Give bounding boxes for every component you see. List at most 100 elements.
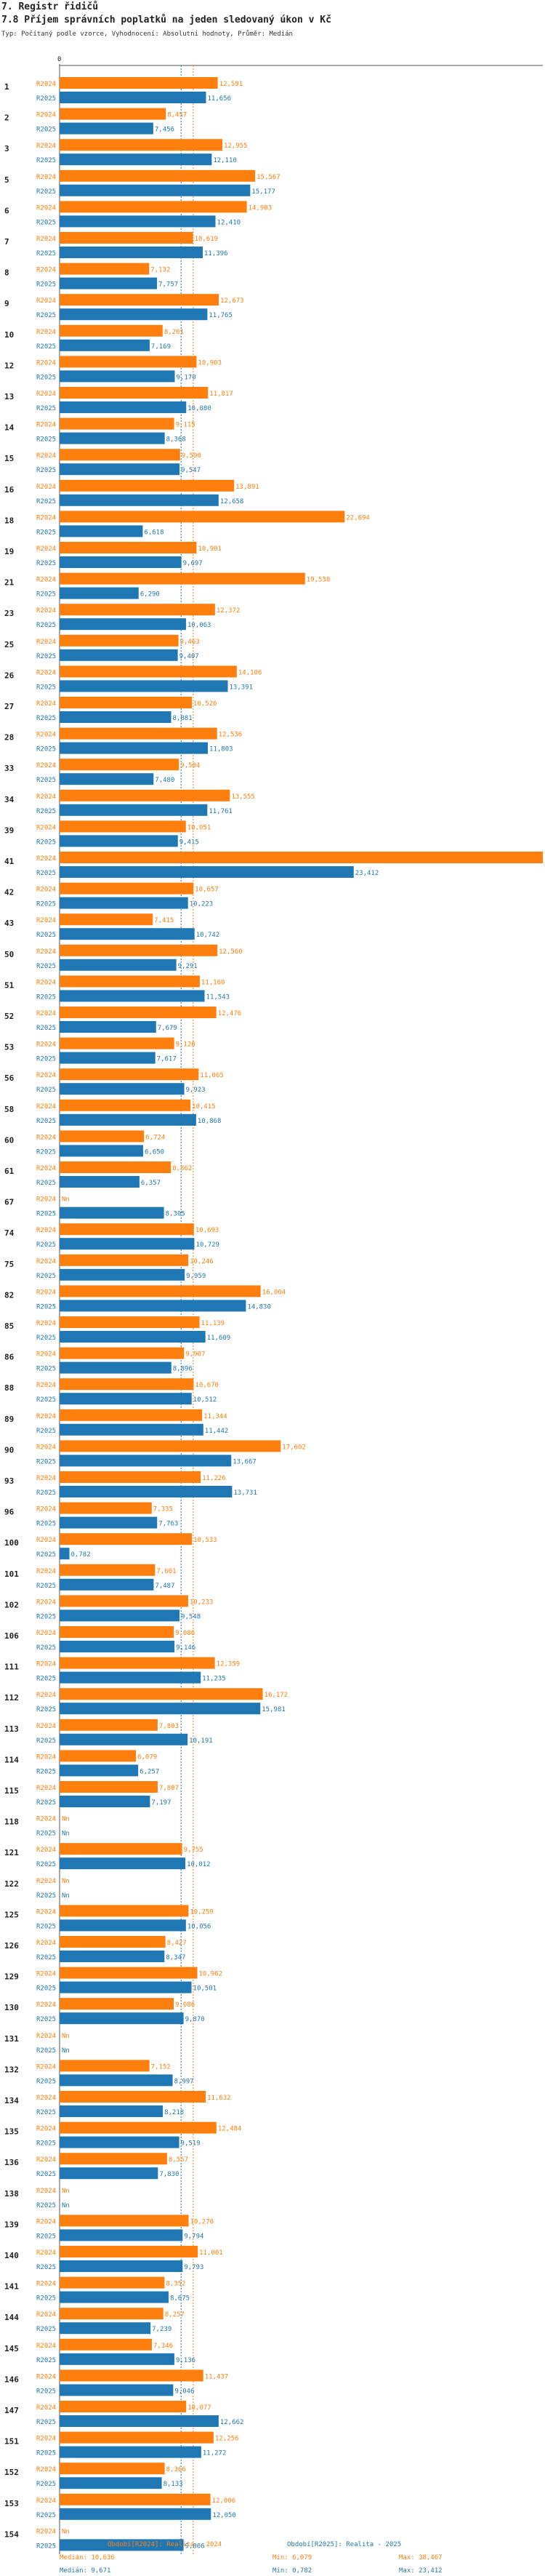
- data-label: 6,650: [145, 1148, 164, 1156]
- data-label: 10,233: [190, 1599, 214, 1606]
- bar-r2024: [60, 1440, 281, 1452]
- bar-r2024: [60, 789, 230, 801]
- data-label: 11,817: [209, 391, 233, 398]
- data-label: 7,169: [151, 343, 171, 351]
- data-label: 8,457: [167, 112, 187, 119]
- series-label: R2024: [36, 793, 56, 801]
- bar-r2025: [60, 1176, 140, 1188]
- data-label: 10,415: [192, 1103, 216, 1111]
- missing-value-label: Nn: [62, 2047, 70, 2055]
- bar-r2025: [60, 339, 150, 351]
- bar-r2024: [60, 1161, 171, 1173]
- series-label: R2024: [36, 514, 56, 521]
- missing-value-label: Nn: [62, 2202, 70, 2209]
- bar-r2025: [60, 2229, 183, 2241]
- data-label: 8,997: [174, 2078, 194, 2085]
- data-label: 10,080: [187, 405, 211, 412]
- data-label: 12,410: [217, 219, 241, 226]
- bar-r2024: [60, 1626, 174, 1638]
- series-label: R2024: [36, 1320, 56, 1327]
- series-label: R2024: [36, 979, 56, 986]
- category-label: 113: [4, 1724, 19, 1734]
- category-label: 33: [4, 764, 14, 773]
- bar-r2025: [60, 773, 154, 785]
- bar-r2024: [60, 1533, 193, 1545]
- bar-r2024: [60, 1347, 185, 1359]
- bar-r2025: [60, 92, 206, 103]
- series-label: R2024: [36, 669, 56, 676]
- data-label: 11,226: [202, 1475, 226, 1482]
- data-label: 12,955: [224, 143, 248, 150]
- bar-r2025: [60, 1516, 158, 1529]
- bar-r2025: [60, 1300, 246, 1312]
- bar-r2024: [60, 1688, 263, 1700]
- series-label: R2025: [36, 2388, 56, 2395]
- data-label: 8,347: [166, 1954, 185, 1961]
- series-label: R2024: [36, 1134, 56, 1141]
- data-label: 6,724: [145, 1134, 165, 1141]
- series-label: R2025: [36, 1799, 56, 1807]
- bar-r2024: [60, 727, 217, 740]
- series-label: R2024: [36, 762, 56, 769]
- bar-r2025: [60, 122, 153, 135]
- series-label: R2024: [36, 1971, 56, 1978]
- series-label: R2025: [36, 2016, 56, 2023]
- category-label: 102: [4, 1600, 19, 1609]
- bar-r2025: [60, 1981, 192, 1993]
- data-label: 10,742: [196, 932, 220, 939]
- bar-r2024: [60, 479, 235, 492]
- category-label: 101: [4, 1569, 19, 1579]
- data-label: 15,567: [257, 174, 280, 181]
- bar-r2025: [60, 215, 216, 228]
- bar-r2025: [60, 587, 139, 599]
- bar-r2025: [60, 1455, 232, 1467]
- data-label: 9,755: [184, 1847, 203, 1854]
- data-label: 9,547: [181, 467, 201, 474]
- series-label: R2024: [36, 359, 56, 367]
- bar-r2025: [60, 711, 171, 723]
- series-label: R2024: [36, 1258, 56, 1265]
- series-label: R2024: [36, 484, 56, 491]
- bar-r2025: [60, 1393, 192, 1405]
- category-label: 96: [4, 1508, 15, 1517]
- series-label: R2025: [36, 2419, 56, 2426]
- bar-r2024: [60, 1595, 188, 1607]
- bar-r2025: [60, 835, 178, 847]
- bar-r2024: [60, 634, 179, 647]
- data-label: 11,272: [203, 2450, 227, 2457]
- data-label: 10,533: [193, 1537, 217, 1544]
- data-label: 11,765: [209, 312, 233, 319]
- bar-r2024: [60, 1378, 194, 1391]
- bar-r2024: [60, 232, 193, 244]
- category-label: 122: [4, 1879, 19, 1889]
- chart-title: 7.8 Příjem správních poplatků na jeden s…: [1, 15, 331, 25]
- bar-r2024: [60, 2493, 211, 2505]
- data-label: 11,001: [199, 2249, 223, 2257]
- series-label: R2025: [36, 95, 56, 103]
- series-label: R2024: [36, 1940, 56, 1947]
- category-label: 135: [4, 2127, 19, 2137]
- data-label: 14,903: [249, 204, 272, 212]
- min-2025-label: Min: 0,782: [272, 2567, 312, 2575]
- series-label: R2024: [36, 1816, 56, 1823]
- data-label: 6,357: [141, 1180, 161, 1187]
- bar-r2025: [60, 742, 209, 754]
- bar-r2025: [60, 432, 165, 444]
- bar-r2024: [60, 944, 218, 956]
- series-label: R2024: [36, 1072, 56, 1079]
- series-label: R2024: [36, 112, 56, 119]
- series-label: R2024: [36, 1010, 56, 1017]
- bar-r2024: [60, 294, 219, 306]
- data-label: 11,656: [208, 95, 232, 103]
- series-label: R2024: [36, 1475, 56, 1482]
- category-label: 125: [4, 1910, 19, 1919]
- category-label: 139: [4, 2220, 19, 2229]
- data-label: 8,218: [164, 2109, 184, 2116]
- bar-r2025: [60, 2012, 184, 2025]
- bar-r2025: [60, 2384, 174, 2396]
- category-label: 121: [4, 1848, 19, 1857]
- category-label: 3: [4, 144, 9, 153]
- series-label: R2024: [36, 639, 56, 646]
- bar-r2024: [60, 2153, 167, 2165]
